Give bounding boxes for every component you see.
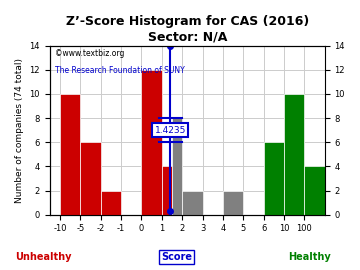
Bar — [182, 191, 203, 215]
Text: 1.4235: 1.4235 — [155, 126, 186, 135]
Y-axis label: Number of companies (74 total): Number of companies (74 total) — [15, 58, 24, 202]
Text: Healthy: Healthy — [288, 252, 331, 262]
Bar — [141, 70, 162, 215]
Title: Z’-Score Histogram for CAS (2016)
Sector: N/A: Z’-Score Histogram for CAS (2016) Sector… — [66, 15, 309, 43]
Bar — [305, 166, 325, 215]
Bar — [284, 94, 305, 215]
Text: Unhealthy: Unhealthy — [15, 252, 71, 262]
Bar — [60, 94, 80, 215]
Text: Score: Score — [161, 252, 192, 262]
Bar — [162, 166, 172, 215]
Bar — [80, 142, 101, 215]
Text: ©www.textbiz.org: ©www.textbiz.org — [55, 49, 125, 58]
Text: The Research Foundation of SUNY: The Research Foundation of SUNY — [55, 66, 185, 75]
Bar — [264, 142, 284, 215]
Bar — [101, 191, 121, 215]
Bar — [172, 118, 182, 215]
Bar — [223, 191, 243, 215]
